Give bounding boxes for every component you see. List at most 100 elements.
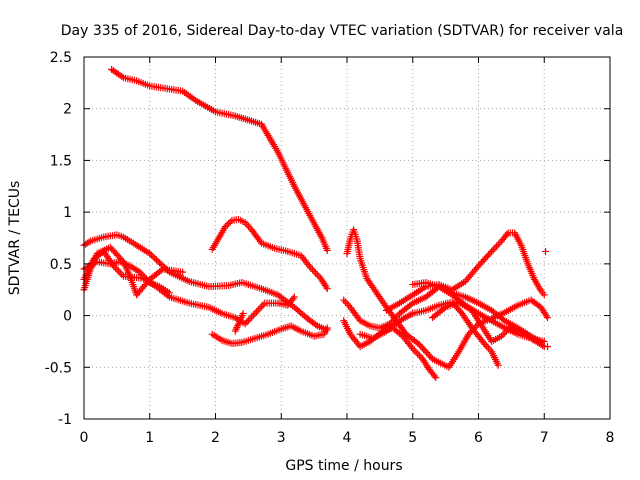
data-point — [322, 283, 330, 291]
data-point — [149, 253, 157, 261]
series-arc-1 — [108, 65, 331, 254]
data-point — [246, 315, 254, 323]
data-point — [253, 308, 261, 316]
data-point — [392, 313, 400, 321]
data-point — [542, 312, 550, 320]
data-point — [111, 264, 119, 272]
data-point — [313, 271, 321, 279]
y-tick-label: 1 — [63, 205, 72, 221]
data-point — [480, 339, 488, 347]
series-arc-2 — [80, 231, 331, 334]
data-point — [394, 318, 402, 326]
data-point — [142, 275, 150, 283]
data-point — [157, 266, 165, 274]
data-point — [113, 265, 121, 273]
y-tick-label: 1.5 — [50, 153, 72, 169]
series-arc-6 — [208, 215, 331, 293]
data-point — [152, 256, 160, 264]
data-point — [85, 238, 93, 246]
data-point — [494, 361, 502, 369]
data-point — [249, 311, 257, 319]
data-point — [243, 318, 251, 326]
ticks-layer: 0 1 2 3 4 5 6 7 8 -1 -0.5 0 0.5 1 1.5 2 2.5 — [45, 50, 615, 446]
data-point — [116, 269, 124, 277]
series-arc-5 — [80, 258, 173, 297]
data-point — [489, 246, 497, 254]
x-tick-label: 0 — [80, 430, 89, 446]
data-point — [539, 342, 547, 350]
data-point — [323, 285, 331, 293]
data-point — [410, 346, 418, 354]
data-point — [498, 332, 506, 340]
data-point — [308, 266, 316, 274]
data-point — [542, 247, 550, 255]
data-point — [391, 315, 399, 323]
data-point — [491, 244, 499, 252]
series-arc-7 — [208, 322, 331, 347]
data-point — [407, 300, 415, 308]
data-point — [157, 260, 165, 268]
y-tick-label: -1 — [58, 412, 72, 428]
data-point — [139, 272, 147, 280]
y-tick-label: -0.5 — [45, 360, 72, 376]
x-tick-label: 4 — [343, 430, 352, 446]
data-point — [501, 329, 509, 337]
data-point — [244, 316, 252, 324]
x-axis-label: GPS time / hours — [285, 458, 402, 474]
data-point — [502, 327, 510, 335]
series-arc-13 — [382, 229, 548, 314]
x-tick-label: 3 — [277, 430, 286, 446]
data-point — [307, 264, 315, 272]
data-point — [146, 250, 154, 258]
data-point — [248, 313, 256, 321]
data-point — [225, 220, 233, 228]
data-point — [259, 301, 267, 309]
data-point — [289, 295, 297, 303]
series-arc-8 — [231, 310, 247, 335]
x-tick-label: 7 — [540, 430, 549, 446]
data-point — [312, 269, 320, 277]
data-point — [118, 271, 126, 279]
data-point — [496, 239, 504, 247]
data-point — [251, 310, 259, 318]
data-point — [147, 251, 155, 259]
data-point — [118, 73, 126, 81]
data-point — [151, 254, 159, 262]
data-point — [290, 293, 298, 301]
y-tick-label: 2 — [63, 102, 72, 118]
data-point — [136, 268, 144, 276]
data-point — [409, 345, 417, 353]
data-point — [144, 277, 152, 285]
data-point — [258, 303, 266, 311]
y-tick-label: 0.5 — [50, 257, 72, 273]
data-point — [503, 230, 511, 238]
series-arc-12 — [356, 298, 502, 369]
data-point — [430, 372, 438, 380]
series-isolated — [542, 247, 550, 255]
data-point — [310, 267, 318, 275]
x-tick-label: 1 — [145, 430, 154, 446]
data-point — [465, 330, 473, 338]
data-point — [223, 221, 231, 229]
data-point — [494, 241, 502, 249]
data-point — [239, 310, 247, 318]
data-point — [221, 223, 229, 231]
data-point — [156, 259, 164, 267]
data-point — [154, 257, 162, 265]
series-arc-9 — [343, 226, 552, 371]
data-point — [440, 305, 448, 313]
data-point — [499, 331, 507, 339]
data-point — [414, 350, 422, 358]
data-point — [165, 289, 173, 297]
data-point — [141, 273, 149, 281]
data-point — [138, 270, 146, 278]
x-tick-label: 2 — [211, 430, 220, 446]
data-point — [499, 315, 507, 323]
data-point — [493, 242, 501, 250]
marks-layer — [80, 65, 552, 382]
data-point — [323, 324, 331, 332]
x-tick-label: 5 — [408, 430, 417, 446]
data-point — [486, 249, 494, 257]
y-tick-label: 0 — [63, 309, 72, 325]
y-tick-label: 2.5 — [50, 50, 72, 66]
